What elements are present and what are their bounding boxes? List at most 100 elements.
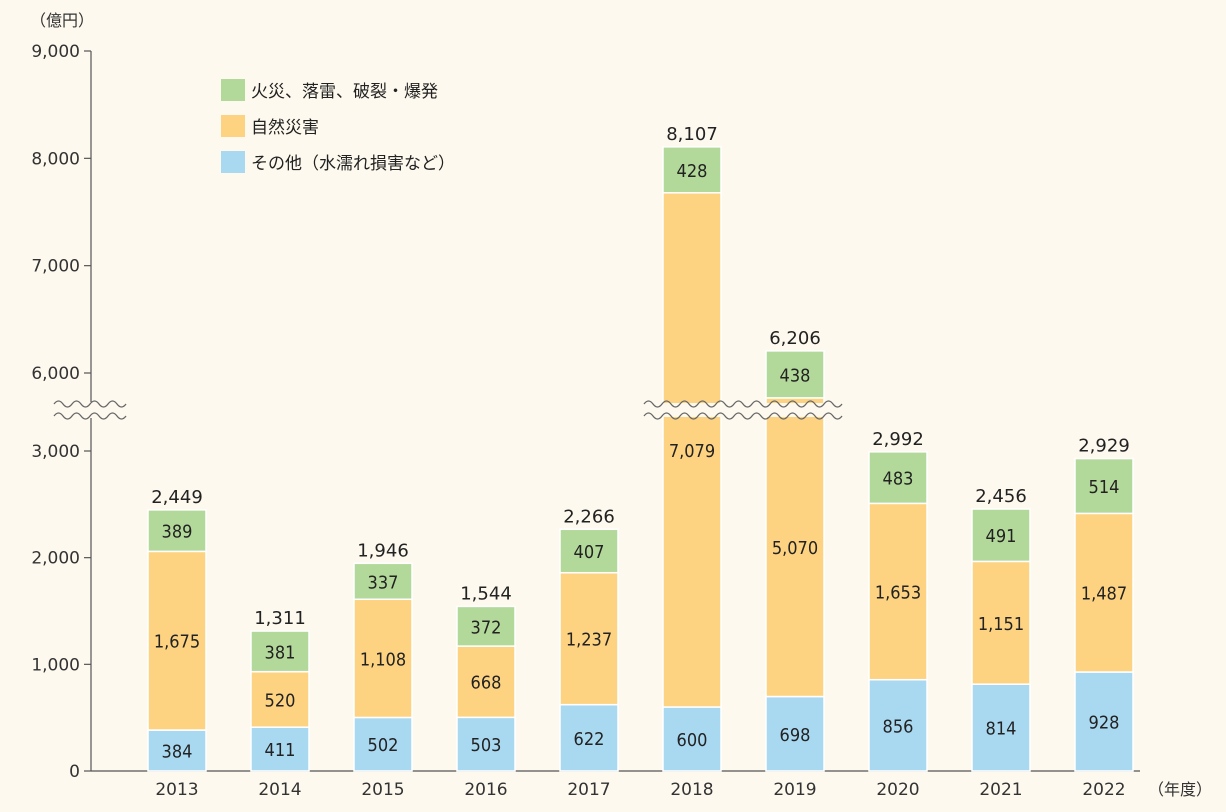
- bars: [147, 146, 1134, 772]
- segment-value-label: 856: [883, 716, 914, 737]
- segment-value-label: 668: [471, 673, 502, 694]
- bar-segment: [250, 670, 310, 728]
- total-value-label: 2,266: [563, 506, 615, 527]
- segment-value-label: 514: [1089, 477, 1120, 498]
- bar-segment: [559, 571, 619, 706]
- x-tick-label: 2017: [567, 780, 610, 800]
- legend-swatch-natural-disaster: [221, 115, 245, 137]
- bar-segment: [250, 726, 310, 772]
- y-tick-label: 9,000: [31, 42, 80, 62]
- y-tick-label: 8,000: [31, 149, 80, 169]
- x-tick-label: 2013: [155, 780, 198, 800]
- segment-value-label: 1,675: [154, 632, 200, 653]
- bar-segment: [971, 508, 1031, 563]
- segment-value-label: 7,079: [669, 441, 715, 462]
- y-tick-label: 0: [69, 762, 80, 782]
- total-value-label: 1,544: [460, 583, 512, 604]
- total-value-label: 1,311: [254, 608, 306, 629]
- bar-segment: [353, 598, 413, 719]
- segment-value-label: 1,151: [978, 614, 1024, 635]
- segment-value-label: 600: [677, 730, 708, 751]
- bar-segment: [559, 703, 619, 772]
- legend-label-other: その他（水濡れ損害など）: [251, 154, 455, 174]
- bar-segment: [662, 192, 722, 708]
- legend-label-natural-disaster: 自然災害: [251, 118, 319, 138]
- data-labels: 384 1,675 389 2,449 411 520 381 1,311 502 1,108 33…: [151, 124, 1130, 763]
- x-tick-label: 2016: [464, 780, 507, 800]
- bar-segment: [662, 146, 722, 194]
- segment-value-label: 503: [471, 735, 502, 756]
- x-tick-label: 2018: [670, 780, 713, 800]
- y-tick-label: 7,000: [31, 257, 80, 277]
- segment-value-label: 814: [986, 719, 1017, 740]
- bar-segment: [353, 716, 413, 772]
- segment-value-label: 520: [265, 690, 296, 711]
- bar-segment: [250, 630, 310, 673]
- legend-label-fire: 火災、落雷、破裂・爆発: [251, 82, 438, 102]
- y-tick-label: 3,000: [31, 442, 80, 462]
- segment-value-label: 438: [780, 365, 811, 386]
- bar-segment: [559, 528, 619, 574]
- x-unit-label: （年度）: [1148, 780, 1212, 799]
- segment-value-label: 1,237: [566, 630, 612, 651]
- segment-value-label: 428: [677, 161, 708, 182]
- segment-value-label: 5,070: [772, 538, 818, 559]
- total-value-label: 8,107: [666, 124, 718, 145]
- bar-segment: [456, 716, 516, 772]
- bar-segment: [868, 451, 928, 505]
- segment-value-label: 384: [162, 742, 193, 763]
- segment-value-label: 372: [471, 617, 502, 638]
- y-tick-label: 1,000: [31, 655, 80, 675]
- bar-segment: [868, 678, 928, 772]
- bar-segment: [353, 562, 413, 601]
- break-line-top: [643, 400, 843, 408]
- bar-segment: [147, 729, 207, 772]
- legend: 火災、落雷、破裂・爆発 自然災害 その他（水濡れ損害など）: [221, 79, 455, 174]
- segment-value-label: 483: [883, 469, 914, 490]
- x-tick-label: 2019: [773, 780, 816, 800]
- segment-value-label: 698: [780, 725, 811, 746]
- x-tick-label: 2021: [979, 780, 1022, 800]
- x-tick-labels: 2013 2014 2015 2016 2017 2018 2019 2020 2021 2022: [155, 780, 1125, 800]
- bar-segment: [868, 502, 928, 681]
- bar-segment: [147, 550, 207, 731]
- y-tick-label: 6,000: [31, 364, 80, 384]
- bar-segment: [1074, 512, 1134, 673]
- total-value-label: 6,206: [769, 328, 821, 349]
- break-gap: [54, 403, 126, 417]
- legend-swatch-other: [221, 151, 245, 173]
- break-line-bottom: [53, 412, 127, 420]
- segment-value-label: 337: [368, 572, 399, 593]
- segment-value-label: 928: [1089, 713, 1120, 734]
- total-value-label: 2,449: [151, 487, 203, 508]
- segment-value-label: 491: [986, 526, 1017, 547]
- bar-segment: [765, 350, 825, 399]
- segment-value-label: 411: [265, 740, 296, 761]
- bar-segment: [1074, 457, 1134, 515]
- segment-value-label: 1,653: [875, 583, 921, 604]
- total-value-label: 2,929: [1078, 436, 1130, 457]
- break-gap: [644, 403, 842, 417]
- legend-swatch-fire: [221, 79, 245, 101]
- y-tick-label: 2,000: [31, 549, 80, 569]
- break-line-bottom: [643, 412, 843, 420]
- total-value-label: 2,992: [872, 429, 924, 450]
- segment-value-label: 1,487: [1081, 584, 1127, 605]
- bar-segment: [971, 560, 1031, 685]
- segment-value-label: 622: [574, 729, 605, 750]
- total-value-label: 2,456: [975, 486, 1027, 507]
- x-tick-label: 2020: [876, 780, 919, 800]
- bar-segment: [147, 509, 207, 553]
- total-value-label: 1,946: [357, 540, 409, 561]
- bar-segment: [765, 695, 825, 772]
- y-unit-label: （億円）: [30, 11, 94, 30]
- x-tick-label: 2015: [361, 780, 404, 800]
- segment-value-label: 389: [162, 522, 193, 543]
- bar-segment: [971, 683, 1031, 772]
- bar-segment: [765, 397, 825, 698]
- segment-value-label: 1,108: [360, 649, 406, 670]
- axis-break-marks: [53, 400, 843, 420]
- segment-value-label: 502: [368, 735, 399, 756]
- bar-segment: [1074, 671, 1134, 772]
